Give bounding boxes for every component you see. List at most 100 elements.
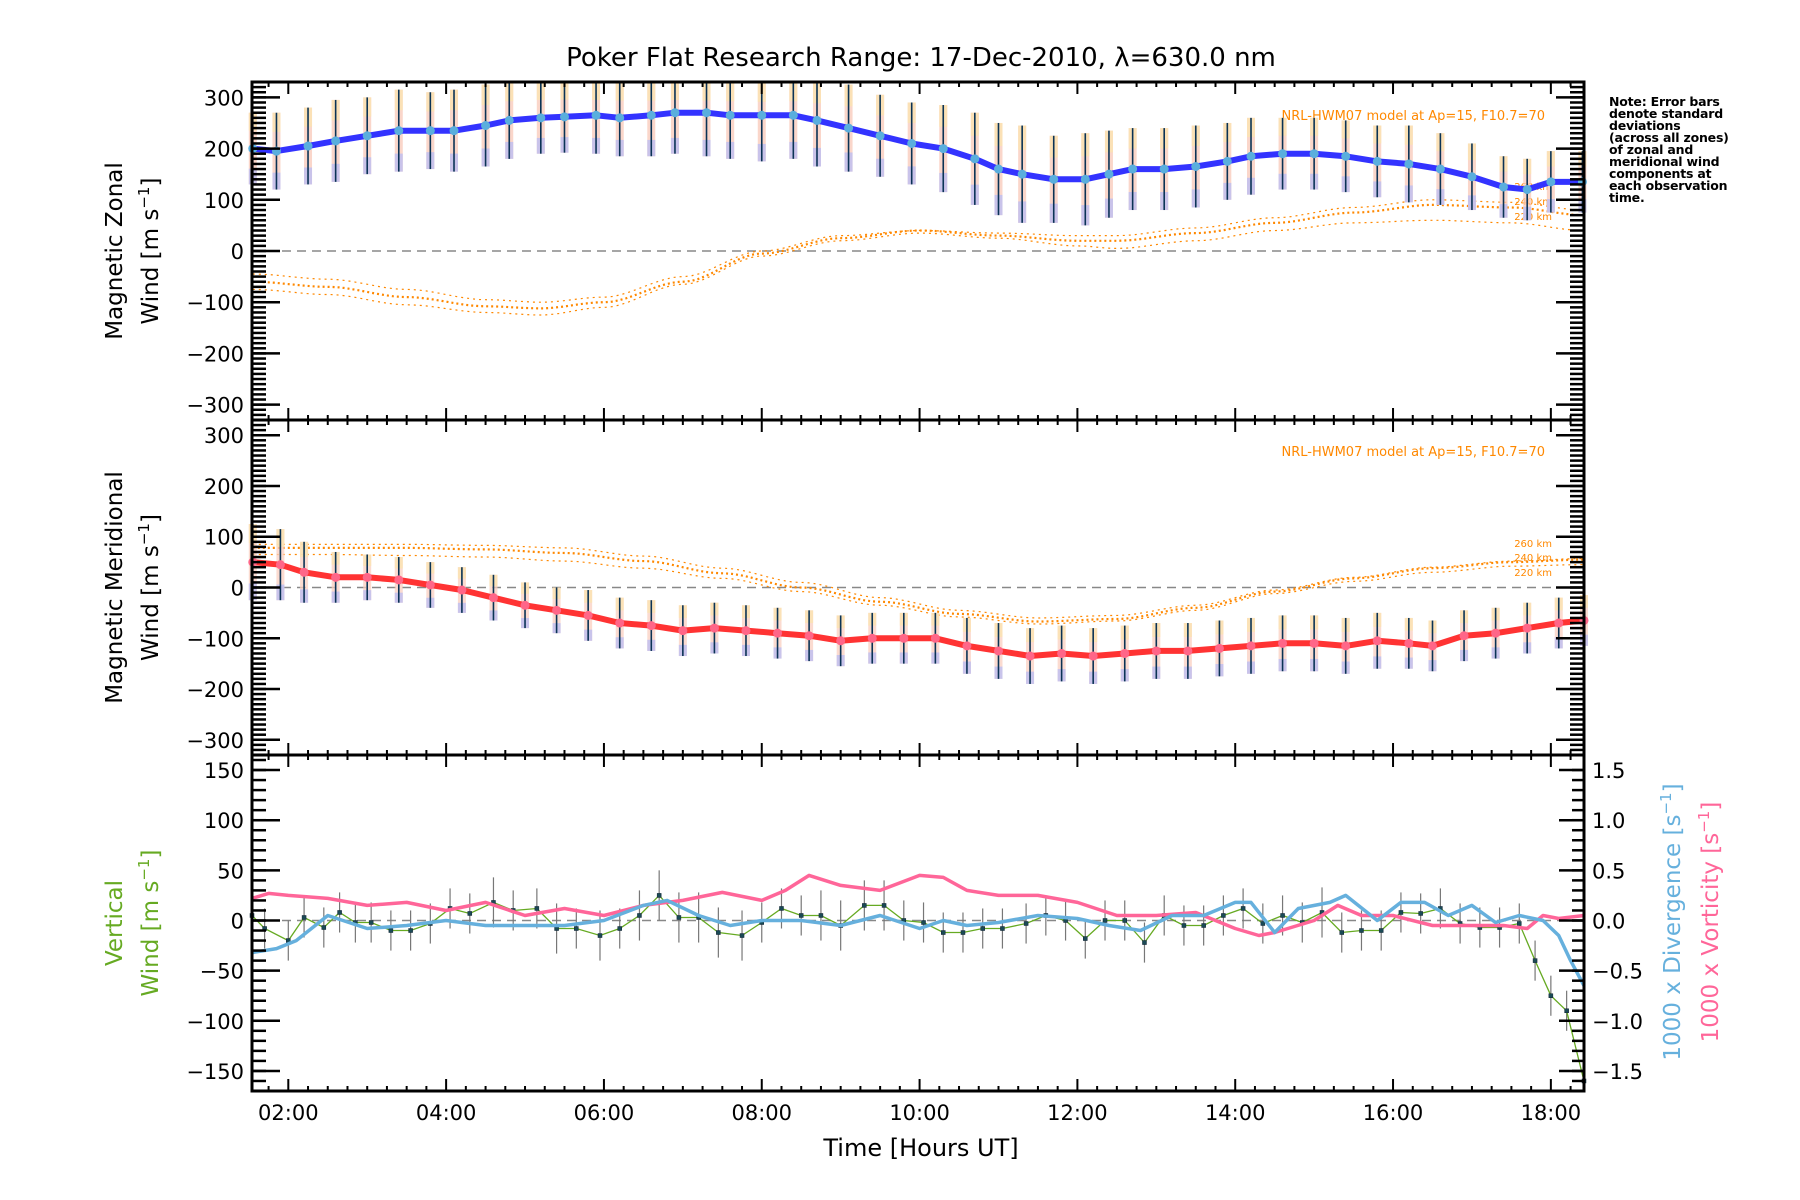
data-point (907, 138, 917, 148)
vertical-wind-point (881, 903, 887, 908)
data-point (331, 572, 341, 582)
data-point (788, 110, 798, 120)
bracket: ] (1698, 802, 1724, 811)
superscript: −1 (1657, 792, 1675, 814)
data-point (394, 575, 404, 585)
vertical-wind-point (676, 915, 682, 920)
data-point (1404, 159, 1414, 169)
bracket: ] (1660, 783, 1686, 792)
y2-tick-label: −1.0 (1592, 1010, 1643, 1034)
data-point (741, 626, 751, 636)
data-point (1214, 643, 1224, 653)
data-point (1404, 638, 1414, 648)
data-point (702, 108, 712, 118)
data-point (425, 126, 435, 136)
data-point (1120, 648, 1130, 658)
vertical-wind-point (617, 926, 622, 931)
data-point (1080, 174, 1090, 184)
superscript: −1 (135, 187, 153, 209)
y-tick-label: 0 (231, 577, 244, 601)
data-point (1435, 164, 1445, 174)
y-axis-label-line2: Wind [m s−1] (135, 514, 164, 661)
vertical-wind-point (301, 915, 307, 920)
chart-title: Poker Flat Research Range: 17-Dec-2010, … (566, 43, 1276, 73)
vertical-wind-point (1260, 921, 1266, 926)
data-point (812, 115, 822, 125)
axes-frame (250, 753, 1586, 1093)
model-label: NRL-HWM07 model at Ap=15, F10.7=70 (1282, 109, 1546, 124)
x-axis-label: Time [Hours UT] (822, 1134, 1018, 1162)
vertical-wind-point (1023, 921, 1029, 926)
data-point (899, 633, 909, 643)
altitude-label: 220 km (1514, 568, 1552, 579)
data-point (1088, 651, 1098, 661)
x-tick-label: 12:00 (1047, 1101, 1108, 1125)
y-tick-label: 300 (204, 424, 244, 448)
vertical-wind-point (1122, 918, 1127, 923)
vertical-wind-point (921, 920, 926, 925)
y2-label-vorticity: 1000 x Vorticity [s−1] (1695, 802, 1724, 1043)
vertical-wind-point (1548, 993, 1554, 998)
vertical-wind-point (534, 906, 540, 911)
divergence-line (251, 893, 1586, 987)
data-point (504, 115, 514, 125)
vertical-wind-point (862, 903, 867, 908)
vertical-wind-point (597, 933, 603, 938)
y-tick-label: −100 (186, 1010, 244, 1034)
model-curve-h220 (252, 219, 1585, 316)
y-tick-label: −200 (186, 342, 244, 366)
x-tick-label: 16:00 (1363, 1101, 1424, 1125)
y-tick-label: −150 (186, 1060, 244, 1084)
y2-tick-label: 0.0 (1592, 909, 1625, 933)
data-point (1159, 164, 1169, 174)
data-point (646, 621, 656, 631)
data-point (875, 131, 885, 141)
data-point (1278, 149, 1288, 159)
data-point (836, 636, 846, 646)
y-tick-label: 200 (204, 138, 244, 162)
vertical-wind-point (1359, 928, 1364, 933)
data-point (1459, 631, 1469, 641)
vertical-wind-point (1181, 923, 1187, 928)
y-tick-label: −50 (200, 960, 244, 984)
y2-tick-label: 1.0 (1592, 809, 1625, 833)
y-tick-label: 100 (204, 526, 244, 550)
vertical-wind-point (1378, 928, 1384, 933)
model-curve-h240 (252, 203, 1585, 310)
altitude-label: 240 km (1514, 553, 1552, 564)
data-point (362, 572, 372, 582)
vertical-wind-point (1221, 913, 1226, 918)
series-line-meridional (252, 559, 1585, 659)
data-point (615, 113, 625, 123)
data-point (1372, 636, 1382, 646)
y-axis-label-line1: Vertical (102, 880, 128, 966)
data-point (457, 585, 467, 595)
data-point (757, 110, 767, 120)
data-point (1491, 628, 1501, 638)
data-point (275, 560, 285, 570)
data-point (1017, 169, 1027, 179)
bracket: ] (138, 850, 164, 859)
y-tick-label: −300 (186, 729, 244, 753)
vorticity-line (251, 873, 1585, 938)
data-point (1222, 156, 1232, 166)
vertical-wind-point (818, 913, 824, 918)
vertical-wind-point (716, 930, 721, 935)
y-tick-label: −100 (186, 291, 244, 315)
data-point (552, 605, 562, 615)
x-tick-label: 10:00 (889, 1101, 950, 1125)
vertical-wind-point (779, 906, 784, 911)
data-point (615, 618, 625, 628)
x-tick-label: 08:00 (731, 1101, 792, 1125)
data-point (362, 131, 372, 141)
vertical-wind-point (637, 913, 642, 918)
vertical-wind-point (1398, 910, 1404, 915)
data-point (1372, 156, 1382, 166)
y-axis-label-line2: Wind [m s−1] (135, 178, 164, 325)
altitude-label: 260 km (1514, 539, 1552, 550)
altitude-label: 220 km (1514, 212, 1552, 223)
y-tick-label: 0 (231, 909, 244, 933)
vertical-wind-point (574, 926, 579, 931)
y-tick-label: −100 (186, 627, 244, 651)
